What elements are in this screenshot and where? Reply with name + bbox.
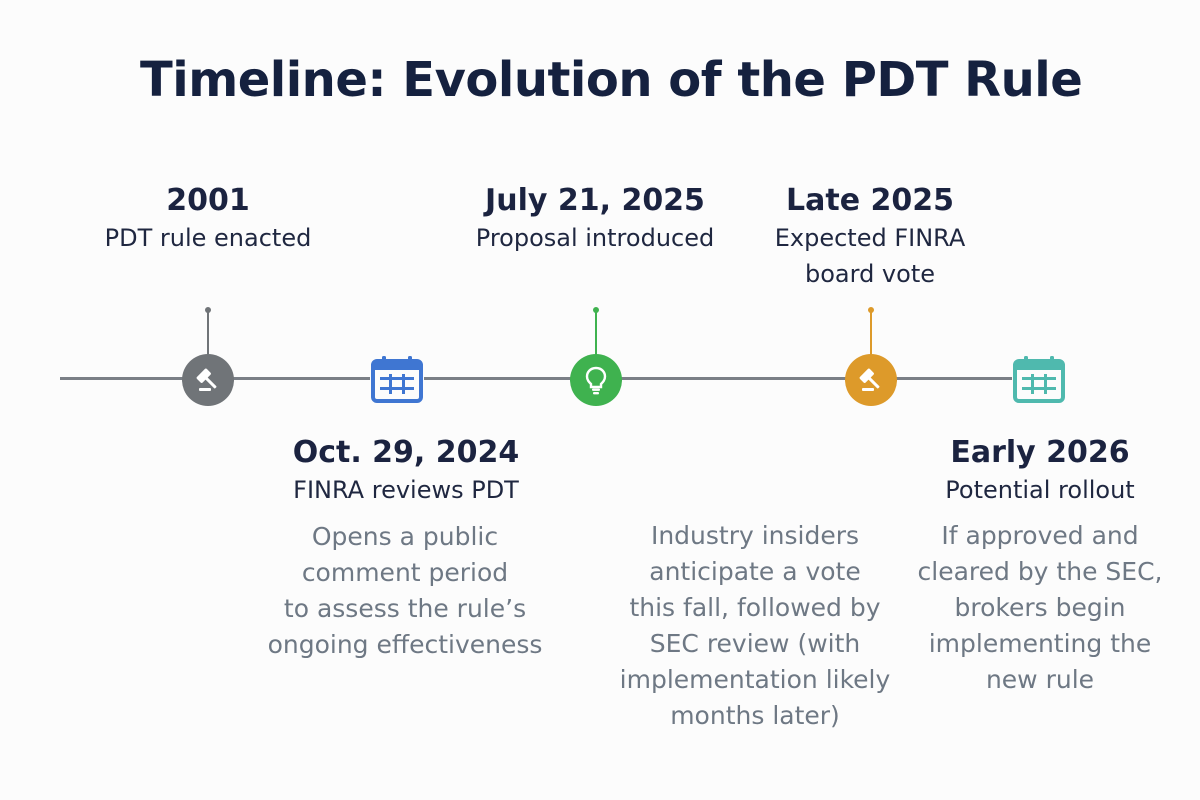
calendar-icon [371, 356, 423, 403]
event-description-2024: Opens a public comment period to assess … [245, 519, 565, 663]
description-line: this fall, followed by [629, 593, 881, 622]
lightbulb-marker-2025 [570, 354, 622, 406]
event-description-2026: If approved and cleared by the SEC, brok… [898, 518, 1182, 698]
description-line: SEC review (with [649, 629, 861, 658]
gavel-marker-late-2025 [845, 354, 897, 406]
description-line: new rule [985, 665, 1095, 694]
description-line: anticipate a vote [649, 557, 861, 586]
event-label-2026: Early 2026 Potential rollout [900, 434, 1180, 508]
event-subtitle: FINRA reviews PDT [293, 476, 519, 504]
event-label-late-2025: Late 2025 Expected FINRA board vote [720, 182, 1020, 292]
gavel-icon [196, 368, 217, 391]
gavel-marker-2001 [182, 354, 234, 406]
calendar-marker-2026 [1012, 355, 1066, 405]
description-line: implementing the [928, 629, 1152, 658]
description-line: brokers begin [954, 593, 1126, 622]
description-line: to assess the rule’s [283, 594, 527, 623]
description-line: comment period [301, 558, 509, 587]
event-date: Oct. 29, 2024 [292, 435, 520, 470]
description-line: If approved and [941, 521, 1139, 550]
stem [870, 312, 872, 356]
event-date: Early 2026 [950, 435, 1130, 470]
event-label-2001: 2001 PDT rule enacted [60, 182, 356, 256]
stem-dot [868, 307, 874, 313]
lightbulb-icon [585, 366, 607, 395]
event-subtitle: board vote [805, 260, 935, 288]
stem [595, 312, 597, 356]
event-date: 2001 [166, 183, 250, 218]
event-date: July 21, 2025 [485, 183, 705, 218]
description-line: ongoing effectiveness [267, 630, 543, 659]
description-line: Industry insiders [650, 521, 860, 550]
calendar-marker-2024 [370, 355, 424, 405]
event-subtitle: Expected FINRA [774, 224, 966, 252]
gavel-icon [859, 368, 880, 391]
event-date: Late 2025 [786, 183, 954, 218]
stem-dot [593, 307, 599, 313]
timeline-line [60, 377, 1040, 380]
event-label-2024: Oct. 29, 2024 FINRA reviews PDT [256, 434, 556, 508]
event-subtitle: PDT rule enacted [104, 224, 312, 252]
event-subtitle: Potential rollout [945, 476, 1135, 504]
page-title: Timeline: Evolution of the PDT Rule [140, 52, 1083, 108]
event-label-july-2025: July 21, 2025 Proposal introduced [435, 182, 755, 256]
stem-dot [205, 307, 211, 313]
description-line: Opens a public [311, 522, 499, 551]
description-line: cleared by the SEC, [917, 557, 1163, 586]
description-line: implementation likely [619, 665, 891, 694]
stem [207, 312, 209, 356]
event-subtitle: Proposal introduced [475, 224, 715, 252]
calendar-icon [1013, 356, 1065, 403]
event-description-late-2025: Industry insiders anticipate a vote this… [590, 518, 920, 734]
description-line: months later) [670, 701, 840, 730]
